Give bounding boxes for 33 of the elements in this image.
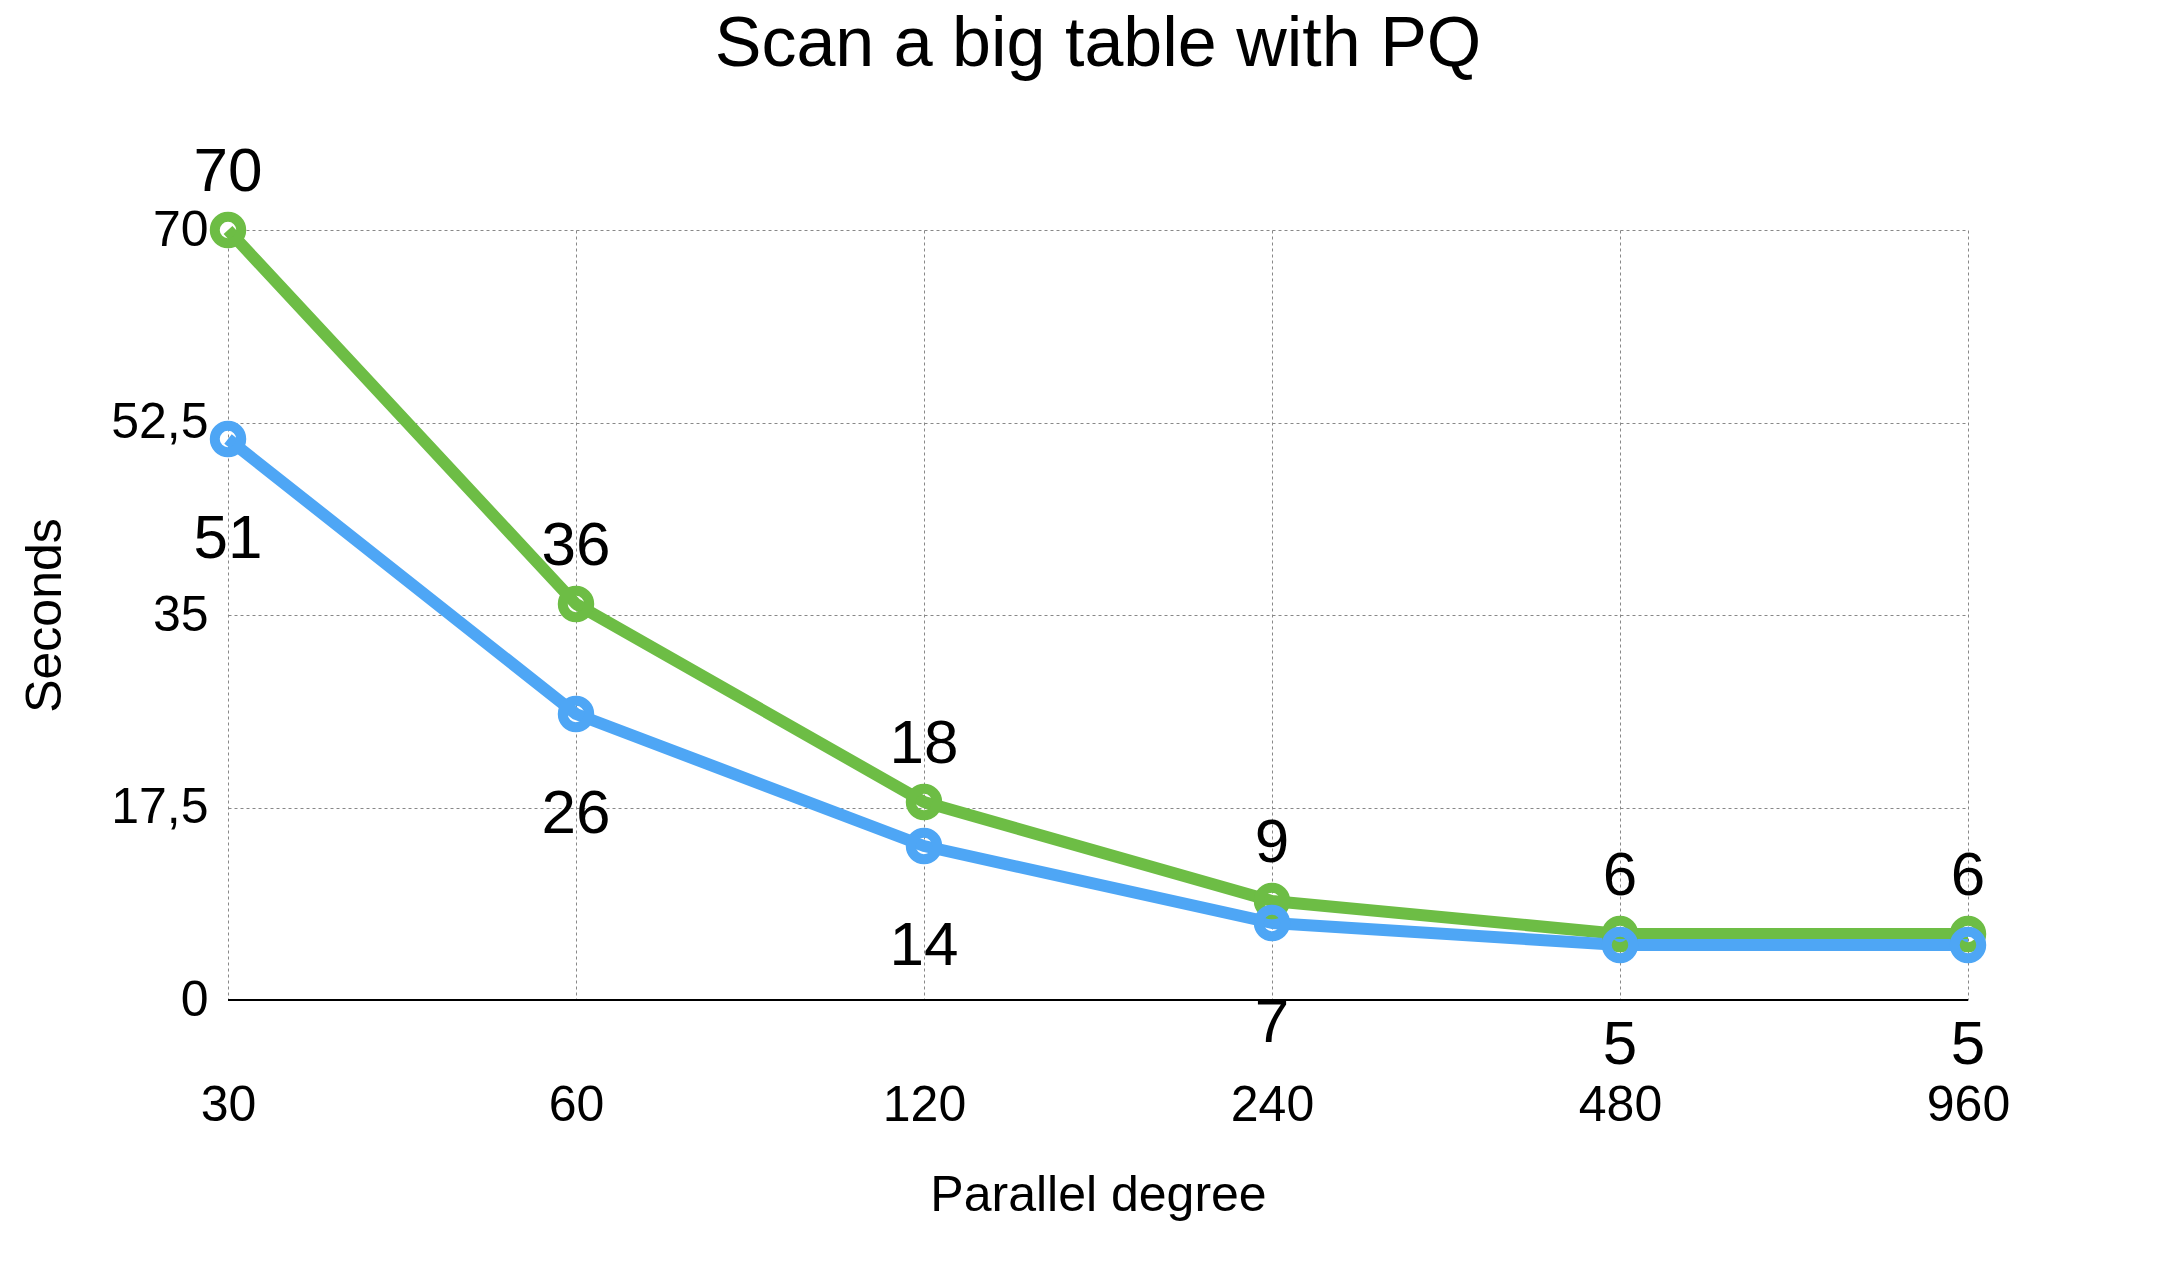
point [209,420,247,458]
point [1601,926,1639,964]
x-tick-label: 30 [200,1075,257,1132]
x-tick-label: 480 [1578,1075,1663,1132]
point [905,827,943,865]
x-tick-label: 120 [882,1075,967,1132]
data-label: 6 [1950,839,1986,908]
point [557,695,595,733]
y-tick-label: 70 [152,200,209,257]
x-tick-label: 60 [548,1075,605,1132]
y-tick-label: 35 [152,585,209,642]
x-axis-title: Parallel degree [930,1165,1267,1222]
x-tick-label: 240 [1230,1075,1315,1132]
x-tick-label: 960 [1926,1075,2011,1132]
y-tick-label: 0 [180,970,209,1027]
data-label: 9 [1254,806,1290,875]
y-tick-label: 17,5 [111,778,209,834]
data-label: 18 [889,707,959,776]
data-label: 14 [889,909,959,978]
data-label: 6 [1602,839,1638,908]
point [905,783,943,821]
point [557,585,595,623]
point [1253,904,1291,942]
y-axis-title: Seconds [16,518,73,713]
y-tick-label: 52,5 [111,393,209,449]
data-label: 26 [541,777,611,846]
chart-title: Scan a big table with PQ [714,3,1482,81]
point [209,211,247,249]
data-label: 51 [193,502,263,571]
data-label: 36 [541,509,611,578]
data-label: 5 [1950,1008,1986,1077]
data-label: 5 [1602,1008,1638,1077]
point [1949,926,1987,964]
